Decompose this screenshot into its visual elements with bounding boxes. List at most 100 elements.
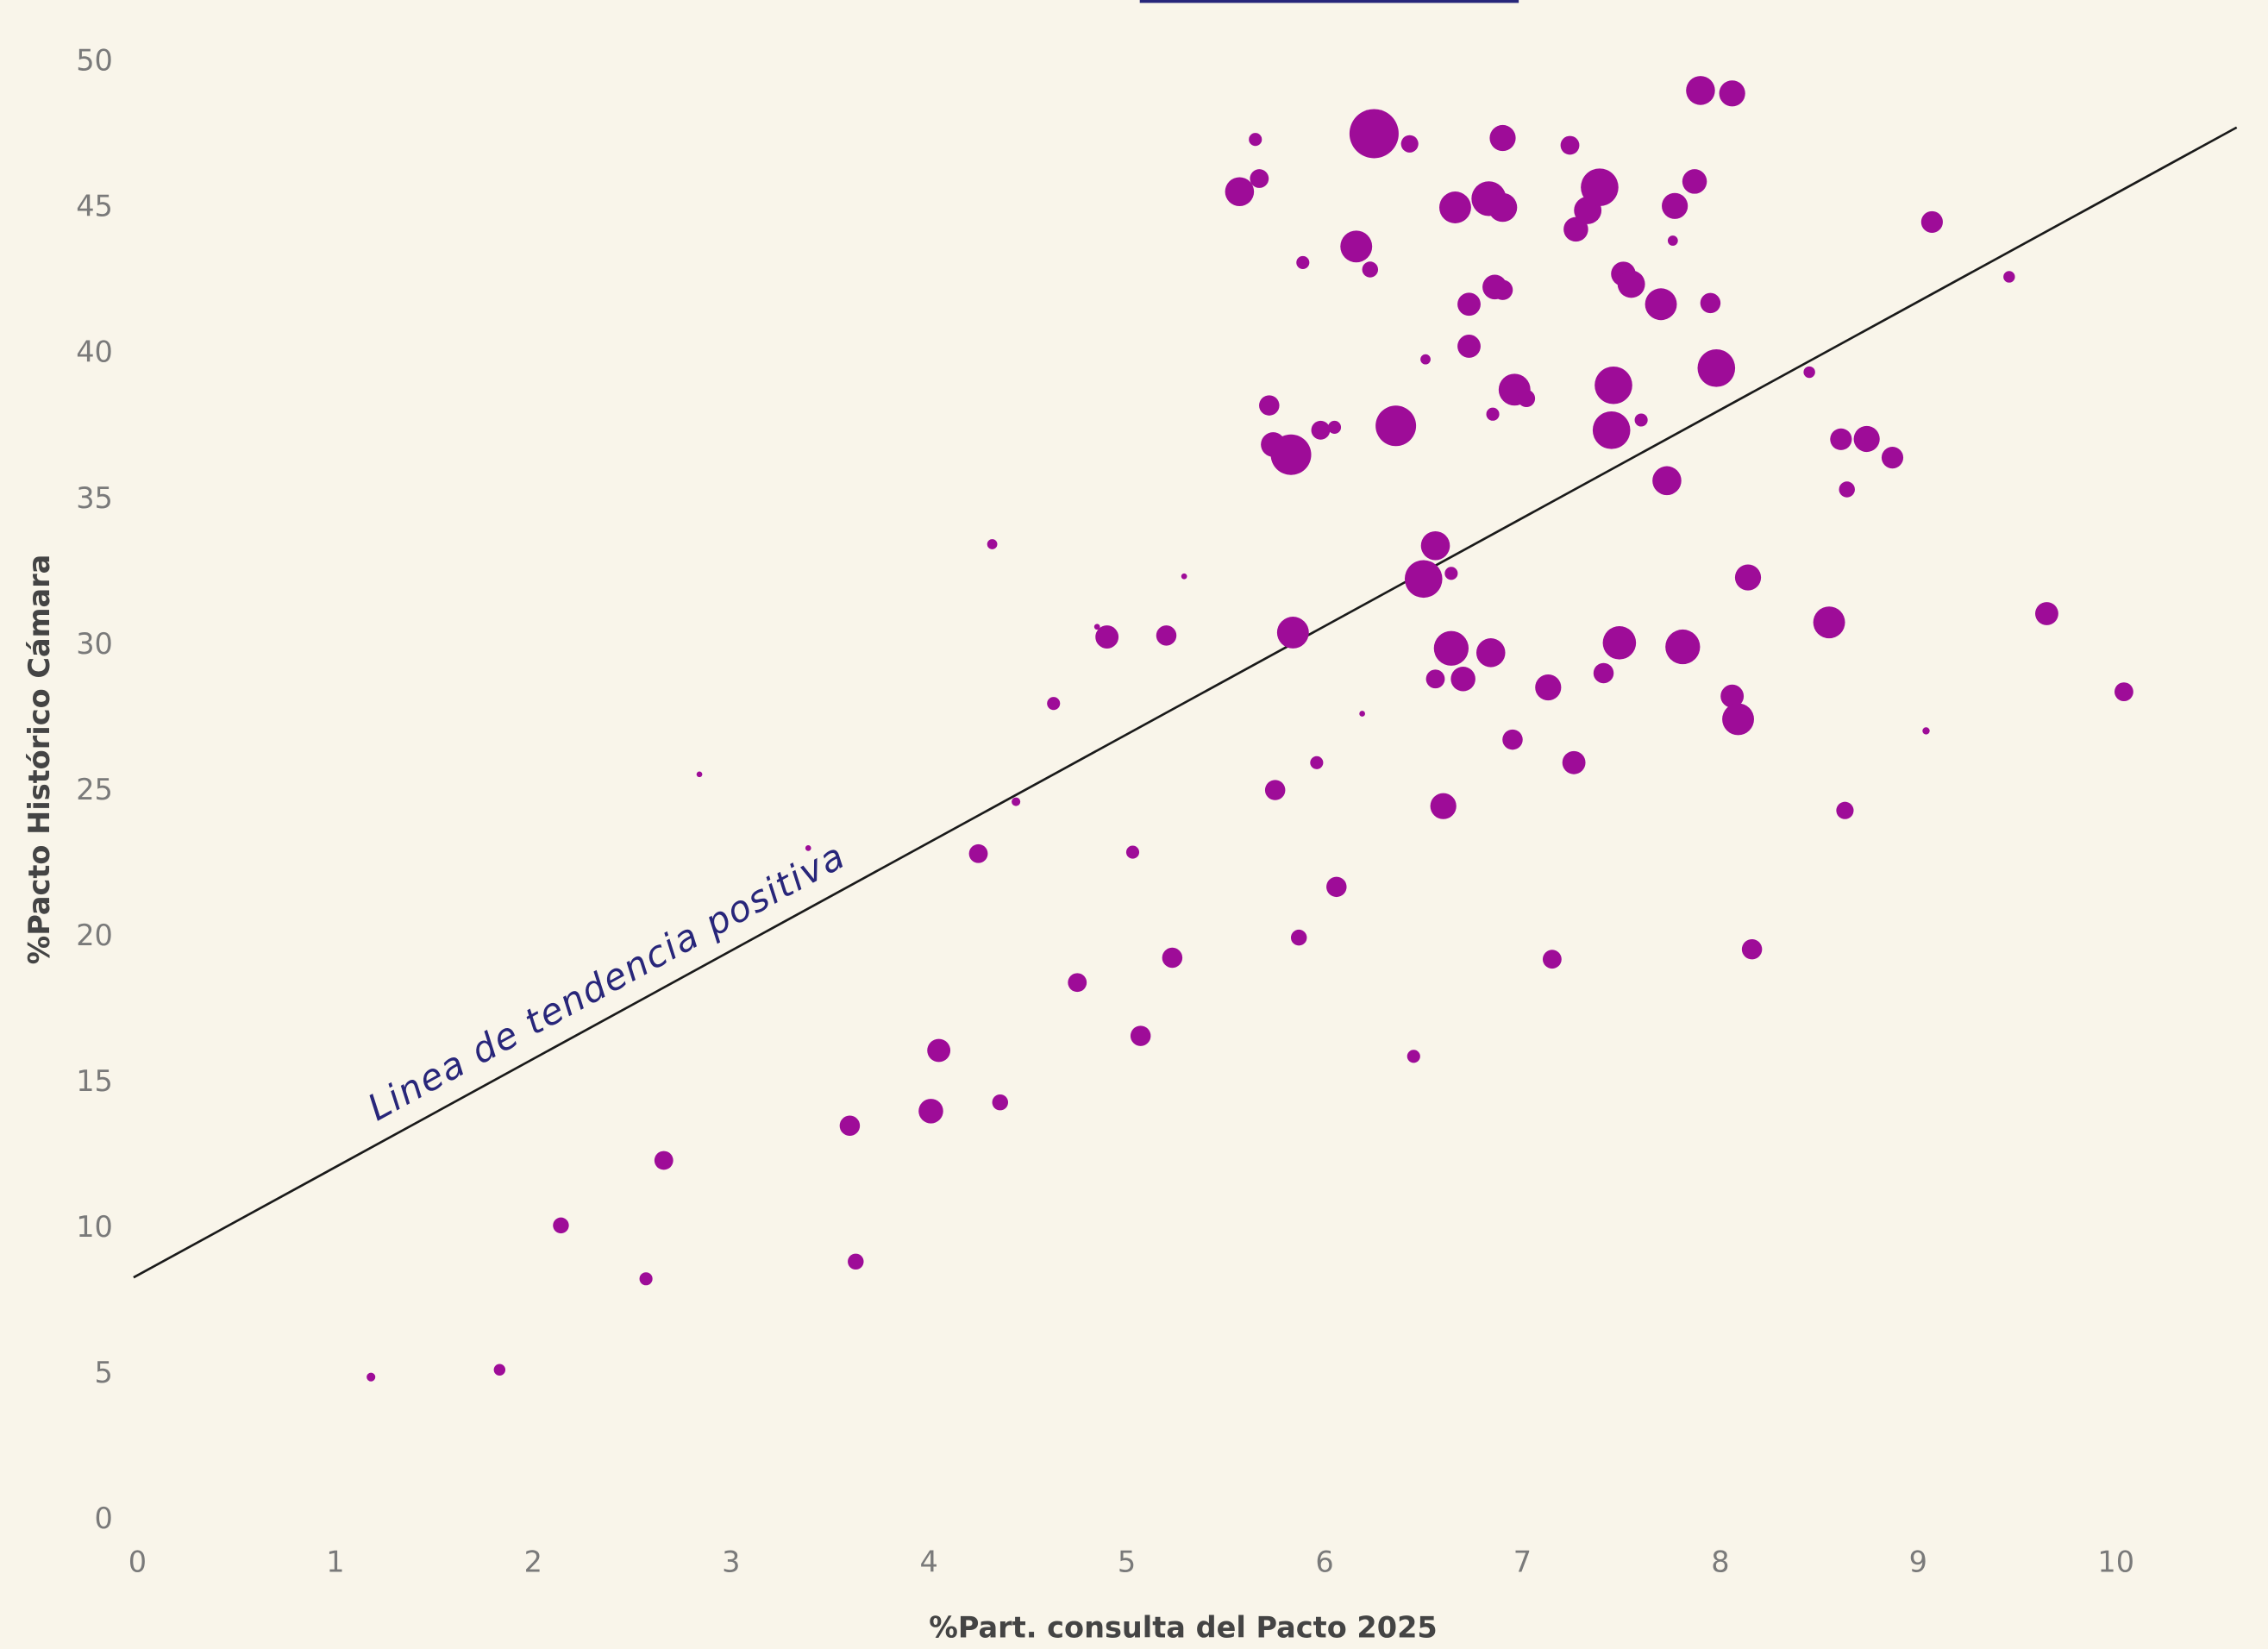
bubble (1563, 216, 1588, 242)
bubble (1327, 420, 1342, 434)
bubble (918, 1099, 943, 1124)
bubble (1225, 177, 1255, 207)
bubble (1489, 124, 1516, 152)
bubble (1741, 938, 1763, 960)
bubble (1276, 617, 1309, 649)
bubble (1249, 133, 1262, 147)
bubble (696, 771, 703, 778)
bubble (1652, 466, 1682, 496)
bubble (2035, 602, 2058, 625)
y-tick-label: 15 (76, 1064, 113, 1098)
bubble (1581, 168, 1619, 206)
bubble (1420, 354, 1431, 365)
bubble (1068, 973, 1087, 993)
bubble (1488, 192, 1518, 223)
bubble (1450, 666, 1475, 692)
bubble (1645, 288, 1677, 321)
title-underline (1139, 0, 1519, 3)
bubble (1420, 530, 1450, 561)
bubble (1734, 564, 1762, 591)
bubble (1362, 261, 1379, 278)
bubble (1634, 413, 1648, 427)
bubble (1340, 230, 1373, 263)
bubble (1803, 366, 1815, 379)
x-tick-label: 10 (2097, 1546, 2134, 1579)
bubble (1457, 292, 1481, 317)
bubble (1310, 756, 1324, 769)
bubble (1162, 947, 1183, 969)
bubble (1326, 876, 1347, 898)
bubble (1095, 625, 1119, 649)
bubble (1156, 625, 1177, 646)
x-tick-label: 5 (1118, 1546, 1136, 1579)
x-tick-label: 7 (1513, 1546, 1532, 1579)
bubble (1682, 169, 1707, 194)
bubble (1130, 1025, 1151, 1046)
bubble (1125, 845, 1140, 859)
bubble (992, 1094, 1008, 1111)
y-tick-label: 45 (76, 190, 113, 223)
bubble (1720, 684, 1745, 708)
y-tick-label: 5 (95, 1356, 113, 1389)
bubble (1881, 447, 1904, 469)
bubble (1349, 109, 1399, 159)
bubble (1853, 425, 1880, 453)
bubble (1665, 629, 1701, 665)
bubble (1839, 481, 1855, 498)
bubble (1012, 797, 1021, 806)
y-tick-label: 10 (76, 1210, 113, 1244)
bubble (654, 1151, 674, 1170)
x-tick-label: 4 (920, 1546, 938, 1579)
bubble (1542, 950, 1562, 969)
bubble (1560, 135, 1580, 155)
x-tick-label: 2 (524, 1546, 542, 1579)
bubble (1425, 669, 1445, 689)
bubble (1264, 780, 1286, 800)
x-tick-label: 8 (1711, 1546, 1729, 1579)
y-axis-title: %Pacto Histórico Cámara (22, 555, 56, 965)
x-tick-label: 3 (722, 1546, 740, 1579)
bubble (1407, 1050, 1420, 1063)
bubble (1457, 335, 1481, 358)
bubble (1093, 624, 1100, 630)
bubble (1920, 210, 1943, 233)
bubble (1594, 366, 1632, 404)
bubble (1492, 279, 1513, 300)
bubble (1296, 255, 1310, 269)
bubble (1722, 703, 1754, 736)
bubble (1662, 192, 1688, 219)
bubble (805, 845, 811, 851)
bubble (1486, 407, 1500, 421)
trend-line (133, 126, 2238, 1279)
bubble (1535, 674, 1562, 701)
bubble (1813, 606, 1845, 639)
bubble (927, 1038, 951, 1063)
y-tick-label: 30 (76, 627, 113, 661)
bubble (1259, 395, 1280, 416)
bubble (1922, 727, 1930, 735)
bubble (1375, 405, 1417, 447)
bubble (1697, 349, 1736, 387)
bubble (1270, 434, 1312, 475)
bubble (1593, 662, 1614, 684)
bubble (1719, 80, 1745, 107)
bubble (1250, 169, 1269, 188)
bubble (2003, 271, 2015, 283)
bubble (1830, 428, 1852, 450)
y-tick-label: 35 (76, 481, 113, 515)
bubble (639, 1272, 653, 1286)
y-tick-label: 25 (76, 773, 113, 806)
bubble (1444, 567, 1458, 580)
bubble (1667, 235, 1678, 246)
bubble (968, 843, 988, 863)
bubble (1400, 135, 1419, 153)
bubble (1430, 793, 1457, 819)
bubble (1290, 929, 1307, 946)
bubble (1602, 626, 1637, 660)
bubble (1433, 630, 1469, 666)
bubble (1617, 270, 1645, 298)
bubble (367, 1372, 376, 1382)
bubble (1439, 191, 1471, 223)
